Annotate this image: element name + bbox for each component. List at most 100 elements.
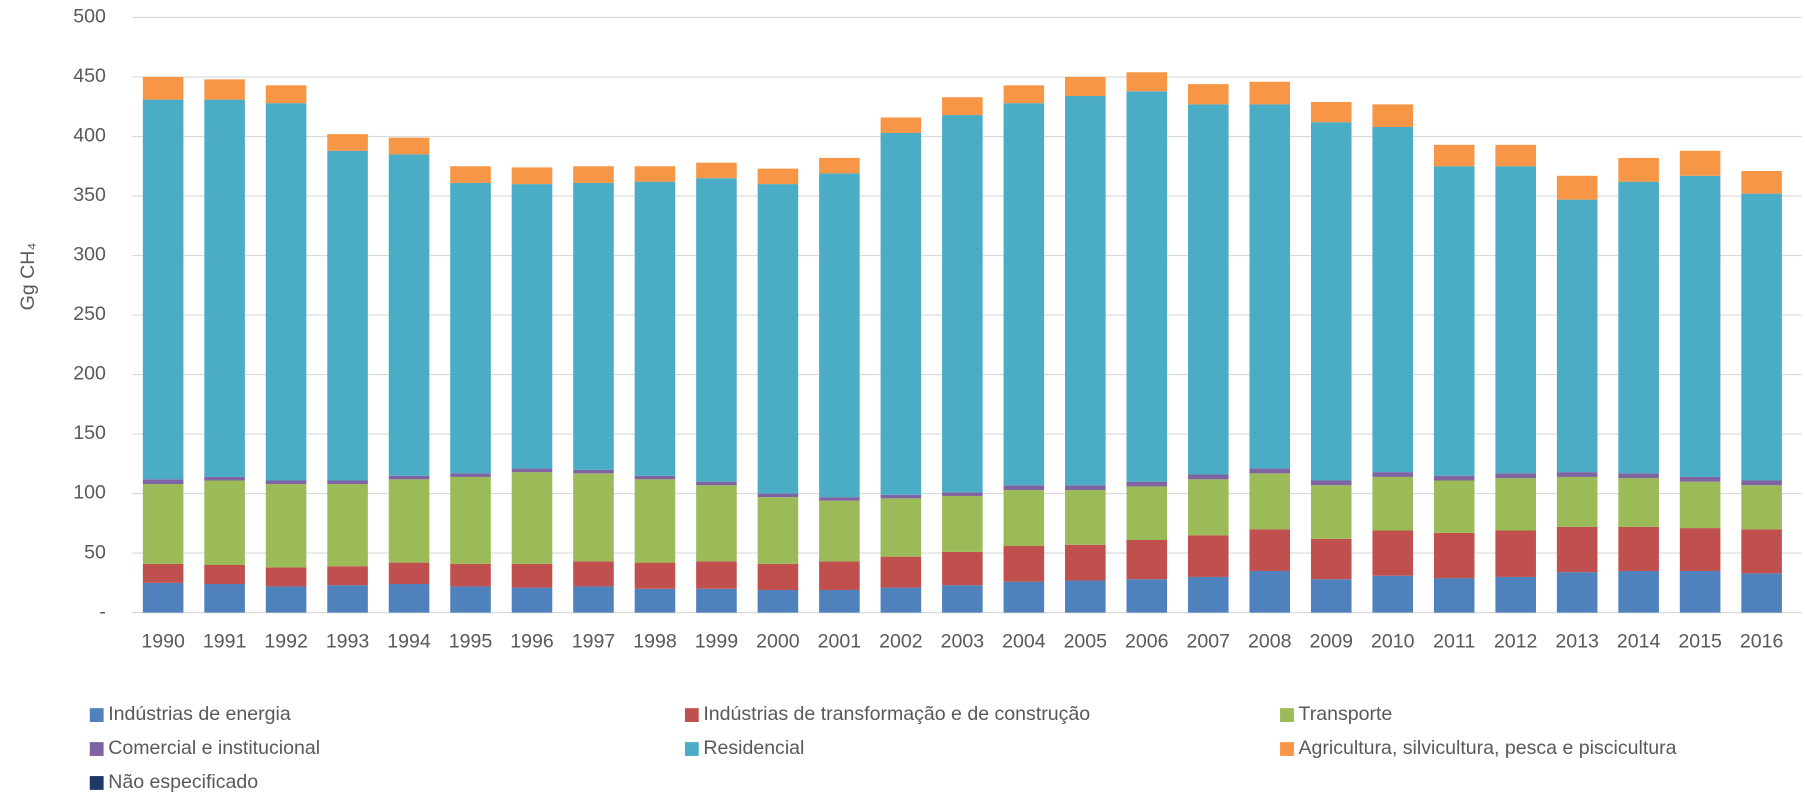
bar-segment: [1310, 485, 1352, 539]
x-tick-label: 2013: [1555, 631, 1599, 653]
bar-segment: [204, 480, 245, 566]
bar-segment: [819, 497, 860, 501]
bar-segment: [450, 166, 491, 183]
bar-segment: [573, 561, 614, 587]
bar-segment: [696, 588, 737, 613]
bar-segment: [1372, 476, 1414, 531]
bar-segment: [1618, 473, 1659, 479]
bar-segment: [1249, 570, 1291, 613]
bar-segment: [819, 157, 860, 174]
bar-segment: [1741, 529, 1782, 574]
x-tick-label: 1999: [695, 631, 738, 653]
bar-segment: [1495, 478, 1536, 531]
bar-segment: [1065, 96, 1106, 486]
bar-segment: [634, 181, 676, 476]
bar-segment: [1126, 91, 1168, 482]
x-tick-label: 2014: [1617, 631, 1661, 653]
bar-segment: [1003, 485, 1045, 491]
bar-segment: [142, 99, 184, 480]
x-tick-label: 2011: [1433, 631, 1475, 653]
bar-segment: [1187, 479, 1229, 536]
legend-swatch: [89, 776, 104, 790]
bar-segment: [1249, 104, 1291, 469]
bar-segment: [1433, 578, 1475, 613]
bar-segment: [450, 182, 491, 474]
bar-segment: [1249, 81, 1291, 105]
bar-segment: [450, 586, 491, 613]
bar-segment: [204, 99, 245, 477]
bar-segment: [1618, 570, 1659, 613]
x-tick-label: 2016: [1740, 631, 1784, 653]
x-tick-label: 1995: [449, 631, 493, 653]
bar-segment: [1495, 473, 1536, 479]
bar-segment: [634, 562, 676, 589]
bar-segment: [1556, 476, 1598, 527]
bar-segment: [1003, 581, 1045, 613]
bar-segment: [696, 485, 737, 562]
bar-segment: [511, 587, 553, 613]
bar-segment: [511, 468, 553, 473]
y-tick-label: 100: [73, 482, 106, 504]
x-tick-label: 2009: [1309, 631, 1352, 653]
x-tick-label: 2006: [1125, 631, 1169, 653]
bar-segment: [1126, 579, 1168, 613]
bar-segment: [1433, 532, 1475, 579]
bar-segment: [1679, 150, 1721, 176]
x-tick-label: 1993: [326, 631, 370, 653]
bar-segment: [1187, 84, 1229, 105]
bar-segment: [942, 492, 983, 496]
bar-segment: [819, 589, 860, 613]
y-axis-title: Gg CH₄: [17, 243, 39, 311]
bar-segment: [204, 565, 245, 585]
bar-segment: [757, 184, 799, 494]
bar-segment: [1618, 526, 1659, 571]
bar-segment: [1741, 485, 1782, 530]
x-tick-label: 2001: [818, 631, 861, 653]
bar-segment: [757, 497, 799, 564]
bar-segment: [696, 481, 737, 486]
y-tick-label: 50: [84, 541, 106, 563]
bar-segment: [1556, 175, 1598, 200]
bar-segment: [327, 585, 368, 613]
bar-segment: [634, 166, 676, 182]
legend-label: Não especificado: [108, 771, 258, 793]
bar-segment: [450, 476, 491, 564]
bar-segment: [1618, 157, 1659, 182]
bar-segment: [511, 563, 553, 588]
bar-segment: [819, 561, 860, 590]
bar-segment: [1065, 544, 1106, 581]
bar-segment: [696, 178, 737, 482]
bar-segment: [1187, 474, 1229, 480]
x-tick-label: 2005: [1064, 631, 1108, 653]
bar-segment: [1741, 193, 1782, 481]
bar-segment: [511, 184, 553, 469]
legend-label: Comercial e institucional: [108, 737, 320, 759]
bar-segment: [757, 589, 799, 613]
bar-segment: [450, 563, 491, 587]
bar-segment: [1126, 486, 1168, 541]
y-tick-label: 500: [73, 6, 106, 28]
y-tick-label: 400: [73, 125, 106, 147]
legend-swatch: [1280, 708, 1294, 722]
bar-segment: [327, 480, 368, 485]
x-tick-label: 2002: [879, 631, 922, 653]
bar-segment: [1003, 545, 1045, 582]
legend-swatch: [89, 708, 104, 722]
bar-segment: [1618, 181, 1659, 474]
bar-segment: [1433, 480, 1475, 533]
bar-segment: [1556, 572, 1598, 613]
bar-segment: [1495, 144, 1536, 167]
bar-segment: [204, 476, 245, 481]
bar-segment: [573, 469, 614, 474]
bar-segment: [1679, 481, 1721, 529]
bar-segment: [1310, 101, 1352, 123]
bar-segment: [634, 475, 676, 480]
x-tick-label: 2000: [756, 631, 800, 653]
bar-segment: [1372, 126, 1414, 473]
bar-segment: [265, 484, 307, 568]
bar-segment: [1187, 576, 1229, 613]
y-tick-label: 300: [73, 244, 106, 266]
bar-segment: [265, 85, 307, 104]
bar-segment: [388, 479, 430, 563]
bar-segment: [1372, 530, 1414, 576]
